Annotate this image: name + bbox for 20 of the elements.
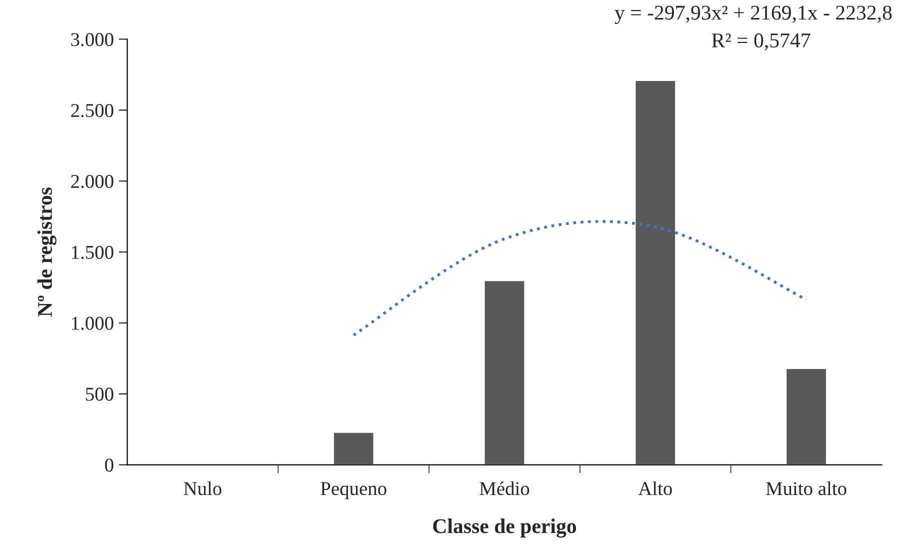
- x-tick-label: Alto: [638, 481, 672, 496]
- x-tick-label: Pequeno: [320, 482, 386, 500]
- y-tick-label: 2.000: [71, 174, 114, 188]
- x-axis-title: Classe de perigo: [433, 518, 576, 538]
- bar: [634, 80, 676, 465]
- y-tick-label: 1.500: [72, 246, 114, 260]
- y-tick-label: 1.000: [72, 316, 114, 330]
- text: y = -297,93x² + 2169,1x - 2232,8: [614, 6, 892, 24]
- x-tick-label: Nulo: [184, 481, 222, 496]
- y-axis-title: Nº de registros: [37, 188, 56, 317]
- x-tick-label: Muito alto: [766, 481, 846, 496]
- y-tick-label: 3.000: [71, 33, 114, 46]
- y-tick-label: 500: [86, 388, 114, 401]
- bar: [785, 368, 828, 465]
- bar: [332, 431, 375, 465]
- annotation: R² = 0,5747: [712, 33, 810, 50]
- y-tick-label: 0: [105, 458, 114, 472]
- bar: [483, 280, 526, 465]
- x-tick-label: Médio: [480, 481, 530, 496]
- y-tick-label: 2.500: [71, 104, 114, 118]
